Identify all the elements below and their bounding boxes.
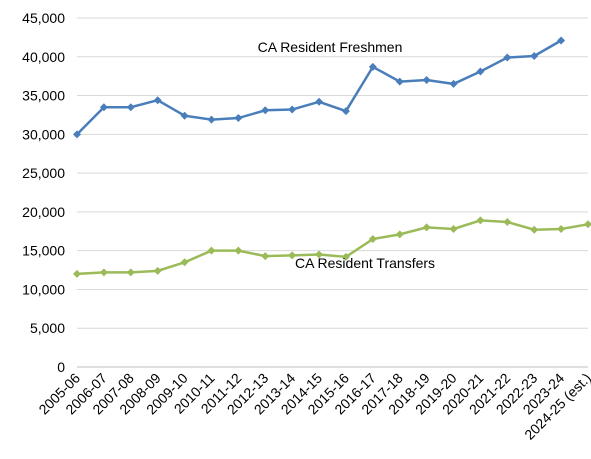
point <box>503 217 512 226</box>
point <box>261 252 270 261</box>
y-tick-label: 0 <box>57 359 65 375</box>
point <box>99 103 108 112</box>
point <box>422 76 431 85</box>
point <box>99 268 108 277</box>
point <box>530 225 539 234</box>
point <box>180 258 189 267</box>
series-line <box>76 219 589 276</box>
point <box>503 53 512 62</box>
y-tick-label: 15,000 <box>22 243 65 259</box>
point <box>207 115 216 124</box>
y-tick-label: 35,000 <box>22 88 65 104</box>
point <box>476 67 485 76</box>
y-tick-label: 10,000 <box>22 281 65 297</box>
point <box>449 224 458 233</box>
point <box>315 250 324 259</box>
point <box>530 52 539 61</box>
point <box>73 269 81 278</box>
y-tick-label: 25,000 <box>22 165 65 181</box>
point <box>234 114 243 123</box>
y-tick-label: 30,000 <box>22 126 65 142</box>
point <box>341 107 350 116</box>
y-tick-label: 40,000 <box>22 49 65 65</box>
point <box>126 103 135 112</box>
point <box>288 105 297 114</box>
point <box>153 266 162 275</box>
point <box>315 97 324 106</box>
point <box>234 246 243 255</box>
point <box>180 111 189 120</box>
point <box>261 106 270 115</box>
point <box>126 268 135 277</box>
point <box>584 220 591 229</box>
point <box>395 230 404 239</box>
point <box>557 36 566 45</box>
point <box>153 96 162 105</box>
point <box>73 130 81 139</box>
point <box>395 77 404 86</box>
y-tick-label: 5,000 <box>30 320 65 336</box>
point <box>422 223 431 232</box>
point <box>449 79 458 88</box>
point <box>476 216 485 225</box>
point <box>288 251 297 260</box>
point <box>368 62 377 71</box>
point <box>341 252 350 261</box>
point <box>368 235 377 244</box>
point <box>557 224 566 233</box>
point <box>207 246 216 255</box>
series-label: CA Resident Freshmen <box>258 39 403 55</box>
series-label: CA Resident Transfers <box>295 255 435 271</box>
y-tick-label: 45,000 <box>22 10 65 26</box>
y-tick-label: 20,000 <box>22 204 65 220</box>
